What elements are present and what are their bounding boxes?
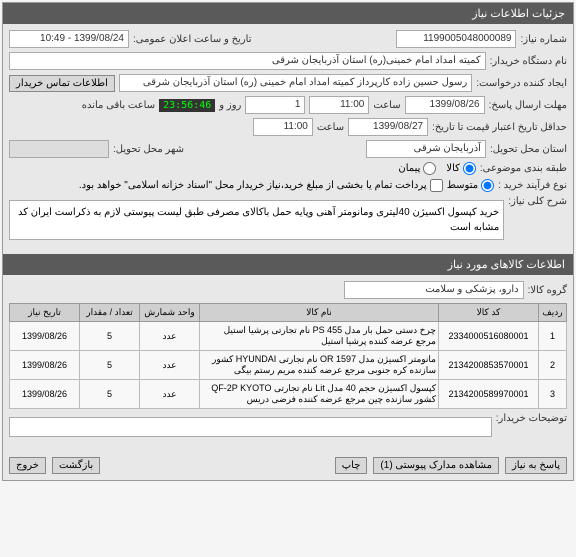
delivery-loc: آذربایجان شرقی (366, 140, 486, 158)
process-note-check[interactable]: پرداخت تمام یا بخشی از مبلغ خرید،نیاز خر… (79, 179, 443, 192)
table-cell: 5 (80, 322, 140, 351)
validity-date: 1399/08/27 (348, 118, 428, 136)
remain-days: 1 (245, 96, 305, 114)
delivery-loc-label: استان محل تحویل: (490, 144, 567, 155)
budget-service-input[interactable] (423, 162, 436, 175)
table-cell: 2334000516080001 (439, 322, 539, 351)
buyer-value: کمیته امداد امام خمینی(ره) استان آذربایج… (9, 52, 486, 70)
deadline-date: 1399/08/26 (405, 96, 485, 114)
process-label: نوع فرآیند خرید : (498, 180, 567, 191)
remain-label: ساعت باقی مانده (82, 100, 155, 111)
table-cell: کپسول اکسیژن حجم 40 مدل Lit نام تجارتی Q… (200, 380, 439, 409)
table-row: 12334000516080001چرخ دستی حمل بار مدل PS… (10, 322, 567, 351)
items-area: گروه کالا: دارو، پزشکی و سلامت ردیف کد ک… (3, 275, 573, 451)
deadline-hour-label: ساعت (373, 100, 400, 111)
table-cell: عدد (140, 380, 200, 409)
countdown-timer: 23:56:46 (159, 99, 215, 112)
table-cell: مانومتر اکسیژن مدل OR 1597 نام تجارتی HY… (200, 351, 439, 380)
items-table-container: ردیف کد کالا نام کالا واحد شمارش تعداد /… (9, 303, 567, 409)
validity-label: حداقل تاریخ اعتبار قیمت تا تاریخ: (432, 122, 567, 133)
attachments-button[interactable]: مشاهده مدارک پیوستی (1) (373, 457, 499, 474)
table-row: 22134200853570001مانومتر اکسیژن مدل OR 1… (10, 351, 567, 380)
table-cell: 1399/08/26 (10, 351, 80, 380)
table-row: 32134200589970001کپسول اکسیژن حجم 40 مدل… (10, 380, 567, 409)
req-no-label: شماره نیاز: (520, 34, 567, 45)
table-cell: عدد (140, 322, 200, 351)
col-qty: تعداد / مقدار (80, 304, 140, 322)
table-cell: 1399/08/26 (10, 322, 80, 351)
col-date: تاریخ نیاز (10, 304, 80, 322)
col-unit: واحد شمارش (140, 304, 200, 322)
process-note-input[interactable] (430, 179, 443, 192)
col-name: نام کالا (200, 304, 439, 322)
panel-header-top: جزئیات اطلاعات نیاز (3, 3, 573, 24)
process-radio-group: متوسط (447, 179, 494, 192)
form-area: شماره نیاز: 1199005048000089 تاریخ و ساع… (3, 24, 573, 254)
contact-button[interactable]: اطلاعات تماس خریدار (9, 75, 115, 92)
process-mid-radio[interactable]: متوسط (447, 179, 494, 192)
group-value: دارو، پزشکی و سلامت (344, 281, 524, 299)
creator-label: ایجاد کننده درخواست: (476, 78, 567, 89)
exit-button[interactable]: خروج (9, 457, 46, 474)
budget-label: طبقه بندی موضوعی: (480, 163, 567, 174)
buyer-label: نام دستگاه خریدار: (490, 56, 567, 67)
table-cell: عدد (140, 351, 200, 380)
remain-days-label: روز و (219, 100, 241, 111)
buyer-notes-label: توضیحات خریدار: (496, 413, 567, 424)
budget-goods-radio[interactable]: کالا (446, 162, 476, 175)
table-header-row: ردیف کد کالا نام کالا واحد شمارش تعداد /… (10, 304, 567, 322)
items-table: ردیف کد کالا نام کالا واحد شمارش تعداد /… (9, 303, 567, 409)
buyer-notes-box (9, 417, 492, 437)
summary-label: شرح کلی نیاز: (508, 196, 567, 207)
deadline-label: مهلت ارسال پاسخ: (489, 100, 567, 111)
table-cell: 3 (539, 380, 567, 409)
footer-buttons: پاسخ به نیاز مشاهده مدارک پیوستی (1) چاپ… (3, 451, 573, 480)
reply-button[interactable]: پاسخ به نیاز (505, 457, 567, 474)
main-panel: جزئیات اطلاعات نیاز شماره نیاز: 11990050… (2, 2, 574, 481)
creator-value: رسول حسین زاده کارپرداز کمیته امداد امام… (119, 74, 472, 92)
table-cell: چرخ دستی حمل بار مدل PS 455 نام تجارتی پ… (200, 322, 439, 351)
summary-box: خرید کپسول اکسیژن 40لیتری ومانومتر آهنی … (9, 200, 504, 240)
delivery-city (9, 140, 109, 158)
budget-radio-group: کالا پیمان (398, 162, 476, 175)
pub-date-label: تاریخ و ساعت اعلان عمومی: (133, 34, 252, 45)
col-code: کد کالا (439, 304, 539, 322)
budget-goods-input[interactable] (463, 162, 476, 175)
table-cell: 5 (80, 351, 140, 380)
col-row: ردیف (539, 304, 567, 322)
pub-date-value: 1399/08/24 - 10:49 (9, 30, 129, 48)
panel-header-items: اطلاعات کالاهای مورد نیاز (3, 254, 573, 275)
table-cell: 2134200589970001 (439, 380, 539, 409)
table-cell: 5 (80, 380, 140, 409)
deadline-hour: 11:00 (309, 96, 369, 114)
print-button[interactable]: چاپ (335, 457, 368, 474)
budget-service-radio[interactable]: پیمان (398, 162, 436, 175)
table-cell: 1 (539, 322, 567, 351)
group-label: گروه کالا: (528, 285, 567, 296)
delivery-city-label: شهر محل تحویل: (113, 144, 184, 155)
validity-hour: 11:00 (253, 118, 313, 136)
process-mid-input[interactable] (481, 179, 494, 192)
back-button[interactable]: بازگشت (52, 457, 100, 474)
table-cell: 2134200853570001 (439, 351, 539, 380)
req-no-value: 1199005048000089 (396, 30, 516, 48)
table-cell: 2 (539, 351, 567, 380)
table-cell: 1399/08/26 (10, 380, 80, 409)
